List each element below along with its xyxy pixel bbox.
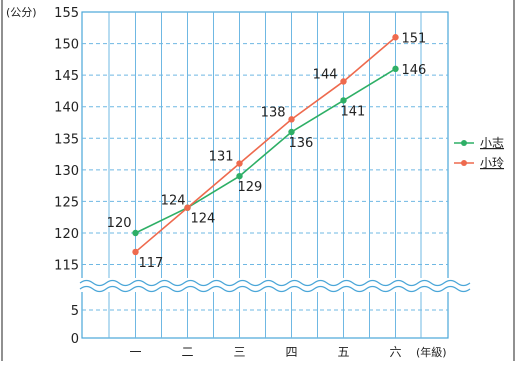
axis-break-band <box>80 278 450 292</box>
data-label: 136 <box>289 136 314 151</box>
x-tick-label: 六 <box>389 345 401 359</box>
data-label: 120 <box>107 216 132 231</box>
series-line <box>134 36 397 253</box>
data-label: 141 <box>341 104 366 119</box>
data-label: 146 <box>402 63 427 78</box>
data-point <box>392 65 399 73</box>
data-label: 124 <box>191 212 216 227</box>
legend-marker <box>461 160 467 166</box>
data-label: 151 <box>402 31 427 46</box>
data-label: 138 <box>261 105 286 120</box>
y-tick-label: 130 <box>54 164 79 179</box>
x-tick-label: 三 <box>233 345 245 359</box>
data-point <box>340 97 347 104</box>
data-point <box>288 116 295 123</box>
data-point <box>132 248 139 256</box>
y-tick-label: 125 <box>54 195 79 210</box>
data-label: 144 <box>313 67 338 82</box>
y-tick-label: 5 <box>71 304 79 319</box>
data-label: 129 <box>238 180 263 195</box>
x-axis-label: (年級) <box>416 345 447 359</box>
x-tick-label: 五 <box>337 345 349 359</box>
data-label: 117 <box>139 256 164 271</box>
x-tick-label: 一 <box>129 345 141 359</box>
y-tick-label: 120 <box>54 227 79 242</box>
series-line <box>135 68 396 234</box>
data-point <box>132 229 139 237</box>
y-tick-label: 0 <box>71 332 79 347</box>
y-tick-label: 150 <box>54 38 79 53</box>
data-point <box>184 204 191 211</box>
data-point <box>340 78 347 85</box>
y-tick-label: 145 <box>54 69 79 84</box>
y-tick-label: 135 <box>54 132 79 147</box>
y-axis-label: (公分) <box>6 6 37 19</box>
axis-break-wave <box>79 279 471 287</box>
y-tick-label: 115 <box>54 259 79 274</box>
y-tick-label: 140 <box>54 101 79 116</box>
legend-label: 小志 <box>480 136 504 150</box>
data-label: 131 <box>209 150 234 165</box>
data-point <box>236 160 243 167</box>
y-tick-label: 155 <box>54 6 79 21</box>
data-point <box>288 128 295 136</box>
axis-break-wave <box>79 285 471 293</box>
data-point <box>392 34 399 41</box>
x-tick-label: 四 <box>285 345 297 359</box>
data-point <box>236 172 243 180</box>
x-tick-label: 二 <box>181 345 193 359</box>
legend-marker <box>461 140 467 146</box>
data-label: 124 <box>161 194 186 209</box>
legend-label: 小玲 <box>480 156 504 170</box>
